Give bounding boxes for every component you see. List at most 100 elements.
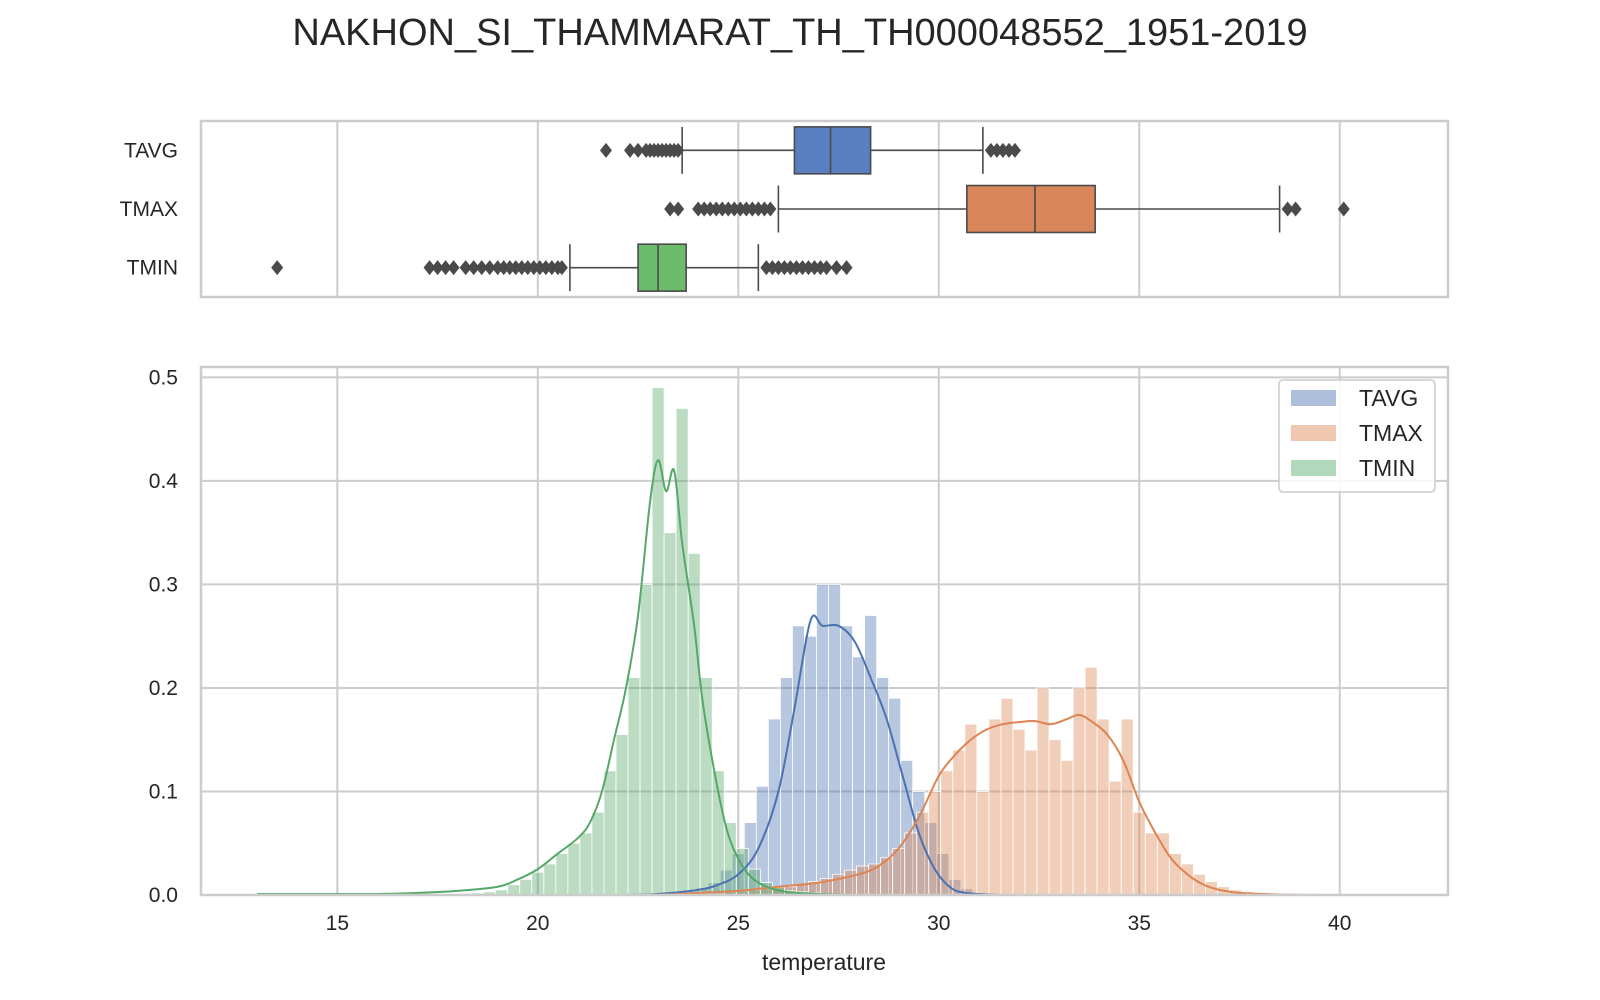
hist-bar-tmax bbox=[1120, 718, 1134, 896]
box-tavg bbox=[793, 126, 872, 175]
hist-bar-tavg bbox=[779, 677, 793, 896]
kde-line-tmax bbox=[658, 713, 1320, 896]
outlier-marker bbox=[1002, 142, 1015, 158]
outlier-marker bbox=[778, 260, 791, 276]
hist-bar-tmax bbox=[844, 869, 857, 896]
outlier-marker bbox=[990, 142, 1003, 158]
outlier-marker bbox=[764, 201, 777, 217]
outlier-marker bbox=[758, 201, 771, 217]
outlier-marker bbox=[632, 142, 645, 158]
outlier-marker bbox=[984, 142, 997, 158]
hist-bar-tmin bbox=[507, 884, 521, 896]
hist-bar-tmax bbox=[1036, 687, 1050, 896]
outlier-marker bbox=[491, 260, 504, 276]
chart-title: NAKHON_SI_THAMMARAT_TH_TH000048552_1951-… bbox=[292, 12, 1308, 54]
x-axis-label: temperature bbox=[762, 949, 886, 975]
hist-bar-tmin bbox=[603, 770, 617, 896]
histogram-panel: 15 20 25 30 35 40 0.0 0.1 0.2 0.3 0.4 0.5 temperat… bbox=[149, 365, 1450, 975]
x-tick-label: 20 bbox=[526, 912, 549, 935]
outlier-marker bbox=[459, 260, 472, 276]
box-tmax bbox=[966, 184, 1096, 234]
hist-bar-tmax bbox=[988, 718, 1002, 896]
legend-swatch-tavg bbox=[1291, 390, 1336, 406]
hist-bar-tmax bbox=[964, 723, 978, 896]
kde-line-tmin bbox=[257, 459, 859, 896]
hist-bar-tmin bbox=[639, 584, 653, 896]
outlier-marker bbox=[475, 260, 488, 276]
outlier-marker bbox=[423, 260, 436, 276]
outlier-marker bbox=[746, 201, 759, 217]
outlier-marker bbox=[545, 260, 558, 276]
outlier-marker bbox=[716, 201, 729, 217]
outlier-marker bbox=[447, 260, 460, 276]
outlier-marker bbox=[996, 142, 1009, 158]
x-tick-label: 30 bbox=[927, 912, 950, 935]
outlier-marker bbox=[439, 260, 452, 276]
kde-line-tavg bbox=[617, 614, 999, 896]
y-tick-label: 0.3 bbox=[149, 573, 178, 596]
y-tick-label: 0.1 bbox=[149, 780, 178, 803]
outlier-marker bbox=[766, 260, 779, 276]
y-tick-label: 0.4 bbox=[149, 470, 179, 493]
x-tick-label: 25 bbox=[727, 912, 750, 935]
hist-bar-tmin bbox=[543, 863, 557, 896]
hist-bar-tmin bbox=[519, 879, 533, 896]
hist-bar-tmax bbox=[928, 791, 942, 896]
outlier-marker bbox=[509, 260, 522, 276]
outlier-marker bbox=[503, 260, 516, 276]
boxplot-marks bbox=[271, 126, 1350, 292]
hist-bar-tavg bbox=[840, 625, 853, 896]
outlier-marker bbox=[497, 260, 510, 276]
hist-bar-tmax bbox=[1108, 780, 1122, 896]
outlier-marker bbox=[483, 260, 496, 276]
hist-bar-tmin bbox=[651, 387, 665, 896]
outlier-marker bbox=[539, 260, 552, 276]
outlier-marker bbox=[1289, 201, 1302, 217]
outlier-marker bbox=[790, 260, 803, 276]
hist-bar-tmax bbox=[1144, 832, 1158, 896]
hist-bar-tmax bbox=[940, 770, 954, 896]
outlier-marker bbox=[796, 260, 809, 276]
y-tick-labels: 0.0 0.1 0.2 0.3 0.4 0.5 bbox=[149, 366, 179, 907]
legend: TAVG TMAX TMIN bbox=[1278, 379, 1436, 493]
hist-bar-tmin bbox=[591, 811, 605, 896]
outlier-marker bbox=[784, 260, 797, 276]
outlier-marker bbox=[672, 201, 685, 217]
hist-bar-tmin bbox=[675, 408, 689, 896]
outlier-marker bbox=[808, 260, 821, 276]
outlier-marker bbox=[802, 260, 815, 276]
outlier-marker bbox=[752, 201, 765, 217]
hist-bar-tmin bbox=[579, 832, 593, 896]
outlier-marker bbox=[698, 201, 711, 217]
hist-bar-tmin bbox=[555, 853, 569, 896]
outlier-marker bbox=[728, 201, 741, 217]
outlier-marker bbox=[772, 260, 785, 276]
hist-bar-tmin bbox=[687, 552, 701, 896]
hist-bar-tmax bbox=[1000, 697, 1014, 896]
hist-bar-tmax bbox=[1132, 811, 1146, 896]
x-tick-labels: 15 20 25 30 35 40 bbox=[326, 912, 1352, 935]
hist-bar-tmin bbox=[663, 532, 677, 896]
x-tick-label: 35 bbox=[1128, 912, 1151, 935]
outlier-marker bbox=[664, 201, 677, 217]
hist-bar-tavg bbox=[828, 584, 841, 896]
outlier-marker bbox=[1281, 201, 1294, 217]
outlier-marker bbox=[521, 260, 534, 276]
legend-frame bbox=[1278, 379, 1436, 493]
outlier-marker bbox=[692, 201, 705, 217]
hist-bar-tmax bbox=[976, 791, 990, 896]
legend-label-tavg: TAVG bbox=[1359, 385, 1418, 411]
hist-bar-tavg bbox=[852, 656, 865, 896]
hist-bar-tmax bbox=[952, 749, 966, 896]
outlier-marker bbox=[722, 201, 735, 217]
legend-label-tmin: TMIN bbox=[1359, 455, 1415, 481]
hist-bar-tmin bbox=[531, 871, 545, 896]
outlier-marker bbox=[1008, 142, 1021, 158]
legend-swatch-tmax bbox=[1291, 425, 1336, 441]
y-tick-label: 0.5 bbox=[149, 366, 178, 389]
histogram-frame bbox=[199, 365, 1450, 897]
hist-bar-tmax bbox=[1024, 749, 1038, 896]
boxplot-category-labels: TAVG TMAX TMIN bbox=[120, 139, 178, 279]
hist-bar-tmax bbox=[1072, 687, 1086, 896]
